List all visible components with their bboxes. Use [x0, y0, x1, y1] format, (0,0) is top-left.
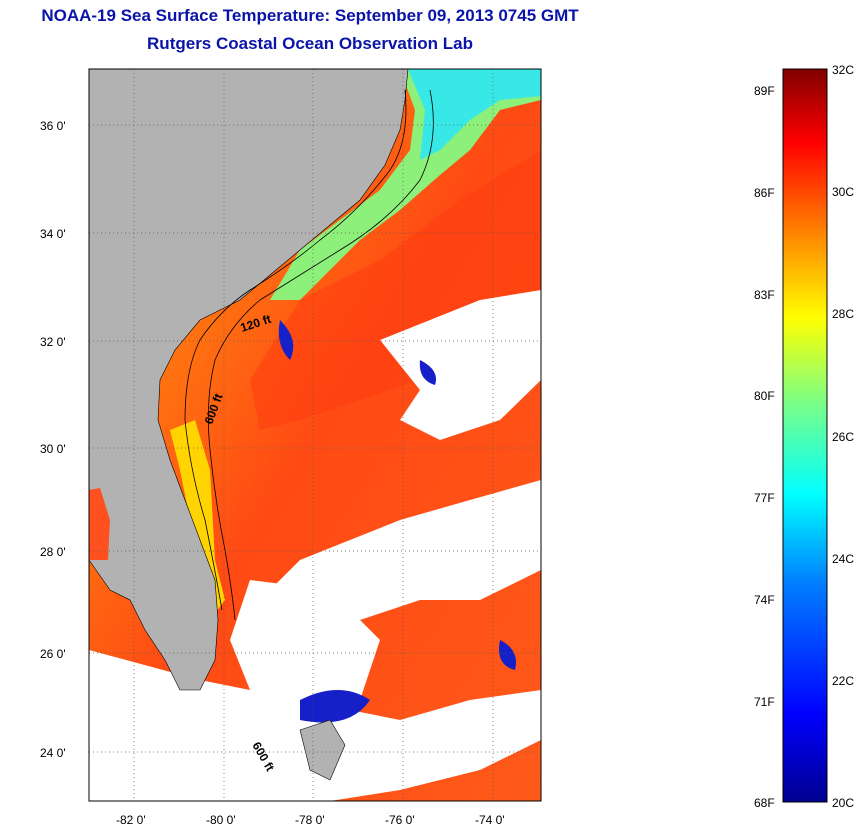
lat-label: 32 0' [40, 335, 66, 349]
lat-label: 26 0' [40, 647, 66, 661]
celsius-label: 28C [832, 307, 854, 321]
celsius-label: 24C [832, 552, 854, 566]
lat-label: 28 0' [40, 545, 66, 559]
celsius-label: 22C [832, 674, 854, 688]
lon-label: -74 0' [475, 813, 505, 827]
celsius-label: 26C [832, 430, 854, 444]
land-mass [89, 69, 409, 691]
lat-label: 30 0' [40, 442, 66, 456]
fahrenheit-label: 80F [754, 389, 775, 403]
fahrenheit-label: 68F [754, 796, 775, 810]
fahrenheit-label: 89F [754, 84, 775, 98]
colorbar-celsius-labels: 32C 30C 28C 26C 24C 22C 20C [832, 63, 854, 810]
cold-water-patch [408, 69, 541, 160]
map-frame [88, 68, 542, 802]
fahrenheit-label: 83F [754, 288, 775, 302]
lon-label: -82 0' [116, 813, 146, 827]
colorbar [782, 68, 828, 803]
map-subtitle: Rutgers Coastal Ocean Observation Lab [147, 34, 473, 53]
lon-label: -78 0' [295, 813, 325, 827]
isobath-120ft [184, 89, 407, 611]
latitude-axis: 36 0' 34 0' 32 0' 30 0' 28 0' 26 0' 24 0… [40, 119, 66, 760]
celsius-label: 30C [832, 185, 854, 199]
celsius-label: 32C [832, 63, 854, 77]
lon-label: -80 0' [206, 813, 236, 827]
lat-label: 36 0' [40, 119, 66, 133]
cloud-edge-artifact [499, 640, 516, 670]
island-land [299, 719, 346, 781]
lat-label: 34 0' [40, 227, 66, 241]
fahrenheit-label: 74F [754, 593, 775, 607]
cloud-edge-artifact [419, 360, 436, 385]
gulf-water [89, 488, 110, 560]
isobath-600ft [207, 89, 434, 621]
cool-shelf-water [270, 69, 541, 300]
fahrenheit-label: 77F [754, 491, 775, 505]
graticule [89, 69, 541, 801]
celsius-label: 20C [832, 796, 854, 810]
lon-label: -76 0' [385, 813, 415, 827]
cloud-edge-artifact [278, 320, 294, 360]
fahrenheit-label: 86F [754, 186, 775, 200]
lat-label: 24 0' [40, 746, 66, 760]
fahrenheit-label: 71F [754, 695, 775, 709]
cloud-cover [230, 580, 380, 720]
longitude-axis: -82 0' -80 0' -78 0' -76 0' -74 0' [116, 813, 505, 827]
cloud-cover [380, 290, 541, 440]
colorbar-fahrenheit-labels: 89F 86F 83F 80F 77F 74F 71F 68F [754, 84, 775, 810]
cloud-edge-artifact [300, 690, 370, 723]
map-title: NOAA-19 Sea Surface Temperature: Septemb… [41, 6, 579, 25]
